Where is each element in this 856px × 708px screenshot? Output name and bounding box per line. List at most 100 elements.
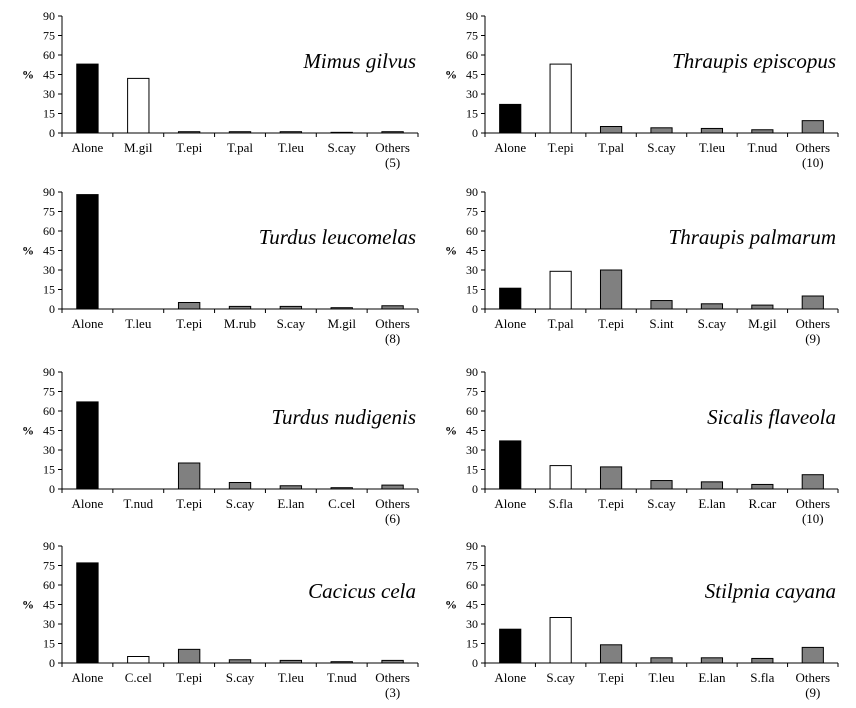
y-tick-label: 75 (43, 559, 55, 573)
x-tick-label: S.int (649, 316, 674, 331)
y-tick-label: 90 (43, 185, 55, 199)
y-tick-label: 15 (43, 107, 55, 121)
chart-title: Turdus leucomelas (259, 225, 416, 249)
chart-title: Stilpnia cayana (705, 579, 836, 603)
chart-panel: 0 15 30 45 60 75 90% Alone M.gil T.epi T.pal T.leu S… (22, 9, 419, 170)
bar (549, 63, 572, 134)
y-tick-label: 90 (466, 539, 478, 553)
y-tick-label: 30 (43, 443, 55, 457)
x-tick-label: S.cay (698, 316, 727, 331)
y-tick-label: 0 (49, 656, 55, 670)
x-tick-label: Others (375, 670, 410, 685)
bar (279, 485, 303, 490)
x-tick-label: S.cay (327, 140, 356, 155)
y-tick-label: 15 (43, 463, 55, 477)
y-tick-label: 60 (43, 578, 55, 592)
y-tick-label: 15 (43, 637, 55, 651)
y-tick-label: 45 (43, 598, 55, 612)
y-tick-label: 0 (472, 656, 478, 670)
y-axis-label: % (445, 598, 457, 612)
y-tick-label: 60 (466, 224, 478, 238)
y-tick-label: 90 (43, 539, 55, 553)
bar (127, 77, 150, 134)
y-axis-label: % (22, 424, 34, 438)
y-tick-label: 90 (466, 9, 478, 23)
bar (177, 131, 201, 134)
x-tick-label: C.cel (125, 670, 152, 685)
x-tick-label: Alone (494, 670, 526, 685)
x-tick-label: Alone (72, 670, 104, 685)
x-tick-label: Others (795, 496, 830, 511)
y-tick-label: 15 (466, 463, 478, 477)
bar (381, 305, 404, 310)
y-tick-label: 45 (43, 424, 55, 438)
chart-panel: 0 15 30 45 60 75 90% Alone T.leu T.epi M.rub S.cay M… (22, 185, 419, 346)
bar (700, 303, 724, 310)
y-tick-label: 75 (466, 559, 478, 573)
chart-panel: 0 15 30 45 60 75 90% Alone T.pal T.epi S.int S.cay M… (445, 185, 839, 346)
x-tick-label: Alone (72, 140, 104, 155)
x-tick-label: Others (375, 316, 410, 331)
x-tick-label: Alone (494, 316, 526, 331)
bar (650, 657, 673, 664)
x-tick-label: E.lan (698, 670, 726, 685)
y-tick-label: 0 (472, 482, 478, 496)
x-tick-label: M.rub (224, 316, 256, 331)
bar (279, 131, 303, 134)
x-tick-label: S.fla (750, 670, 774, 685)
x-tick-label: T.epi (176, 316, 202, 331)
x-tick-label: T.epi (598, 496, 624, 511)
chart-panel: 0 15 30 45 60 75 90% Alone T.epi T.pal S.cay T.leu T… (445, 9, 839, 170)
x-tick-label: T.epi (176, 140, 202, 155)
bar (801, 646, 824, 664)
y-tick-label: 75 (466, 205, 478, 219)
y-axis-label: % (445, 424, 457, 438)
bar (549, 270, 572, 310)
x-tick-label: Alone (494, 140, 526, 155)
bar (228, 659, 252, 664)
y-tick-label: 15 (466, 637, 478, 651)
bar (76, 562, 99, 664)
x-tick-label: T.pal (227, 140, 253, 155)
bar (330, 487, 353, 490)
bar (381, 131, 404, 134)
x-tick-label: T.nud (327, 670, 357, 685)
bar (228, 131, 252, 134)
bar (381, 484, 404, 490)
x-tick-label: Others (375, 496, 410, 511)
y-tick-label: 45 (466, 244, 478, 258)
chart-title: Turdus nudigenis (272, 405, 417, 429)
others-count-note: (5) (385, 155, 400, 170)
x-tick-label: Others (375, 140, 410, 155)
y-axis-label: % (22, 68, 34, 82)
y-tick-label: 0 (472, 126, 478, 140)
y-tick-label: 30 (43, 263, 55, 277)
y-tick-label: 45 (466, 598, 478, 612)
bar (76, 401, 99, 490)
bar (599, 466, 623, 490)
x-tick-label: T.epi (598, 670, 624, 685)
x-tick-label: R.car (748, 496, 776, 511)
x-tick-label: T.leu (278, 670, 305, 685)
chart-title: Thraupis palmarum (669, 225, 836, 249)
y-tick-label: 30 (466, 87, 478, 101)
y-tick-label: 45 (43, 68, 55, 82)
x-tick-label: Alone (72, 316, 104, 331)
chart-panel: 0 15 30 45 60 75 90% Alone C.cel T.epi S.cay T.leu T… (22, 539, 419, 700)
bar (599, 269, 623, 310)
x-tick-label: S.cay (226, 496, 255, 511)
bar (228, 482, 252, 490)
bar (549, 617, 572, 664)
y-tick-label: 90 (466, 365, 478, 379)
y-tick-label: 60 (466, 578, 478, 592)
bar (700, 481, 724, 490)
y-tick-label: 75 (466, 385, 478, 399)
x-tick-label: T.epi (548, 140, 574, 155)
chart-title: Mimus gilvus (302, 49, 416, 73)
x-tick-label: T.epi (598, 316, 624, 331)
x-tick-label: M.gil (748, 316, 777, 331)
bar (330, 661, 353, 664)
x-tick-label: S.cay (647, 496, 676, 511)
y-axis-label: % (445, 244, 457, 258)
